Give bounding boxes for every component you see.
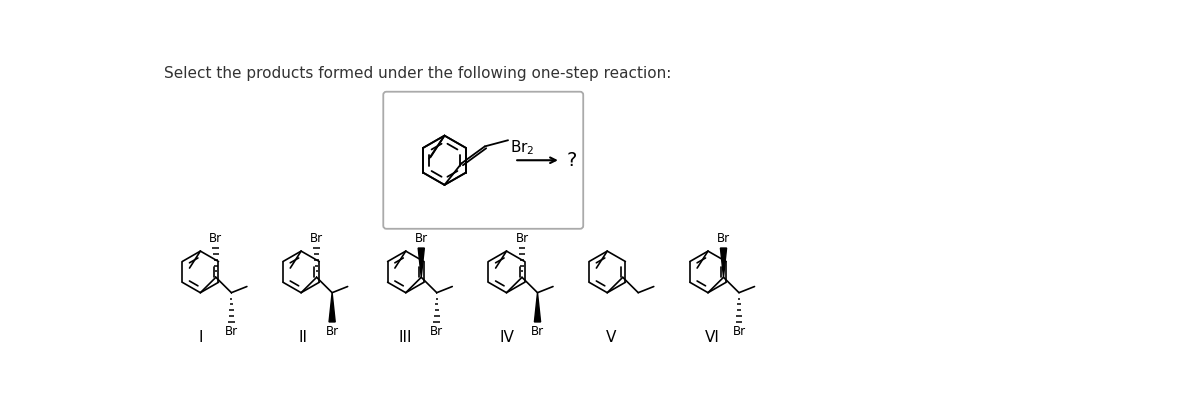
Text: Br: Br [530, 325, 544, 338]
Text: VI: VI [704, 330, 719, 345]
Polygon shape [534, 293, 541, 322]
Polygon shape [329, 293, 335, 322]
Text: Select the products formed under the following one-step reaction:: Select the products formed under the fol… [164, 66, 671, 81]
Text: I: I [198, 330, 203, 345]
Polygon shape [418, 248, 425, 277]
Text: Br: Br [516, 232, 528, 245]
Text: Br: Br [430, 325, 443, 338]
Text: IV: IV [499, 330, 514, 345]
Text: Br: Br [224, 325, 238, 338]
Text: V: V [606, 330, 617, 345]
Text: Br: Br [310, 232, 323, 245]
Text: Br$_2$: Br$_2$ [510, 138, 534, 156]
Text: Br: Br [415, 232, 428, 245]
Polygon shape [720, 248, 727, 277]
Text: Br: Br [732, 325, 745, 338]
Text: II: II [298, 330, 307, 345]
Text: Br: Br [716, 232, 730, 245]
FancyBboxPatch shape [383, 92, 583, 229]
Text: III: III [398, 330, 413, 345]
Text: ?: ? [566, 151, 577, 170]
Text: Br: Br [209, 232, 222, 245]
Text: Br: Br [325, 325, 338, 338]
